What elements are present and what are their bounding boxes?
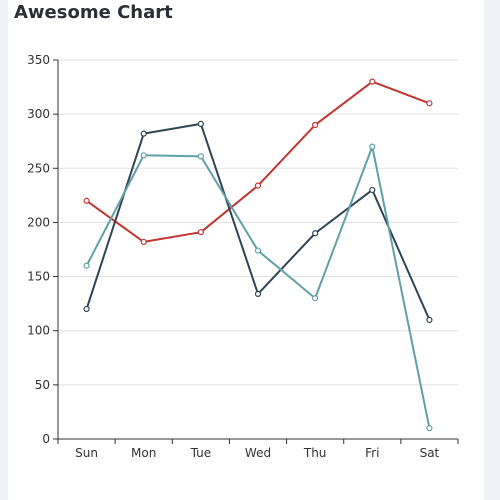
data-point[interactable]: [426, 425, 433, 432]
x-tick-label: Wed: [245, 446, 271, 460]
data-point[interactable]: [426, 100, 433, 107]
y-axis: 0 50 100 150 200 250 300 350: [27, 53, 59, 446]
data-point[interactable]: [312, 230, 319, 237]
x-axis: Sun Mon Tue Wed Thu Fri Sat: [57, 438, 459, 460]
series-line: [85, 122, 431, 321]
data-point[interactable]: [140, 130, 147, 137]
data-point[interactable]: [254, 290, 262, 297]
y-tick-label: 150: [27, 270, 50, 284]
grid-lines: [58, 59, 458, 386]
series-line: [85, 145, 431, 429]
data-point[interactable]: [197, 229, 204, 236]
series-group: [83, 78, 433, 432]
data-point[interactable]: [254, 182, 262, 189]
series-line: [85, 80, 430, 243]
x-tick-label: Fri: [365, 446, 379, 460]
series-1: [83, 78, 433, 246]
data-point[interactable]: [197, 153, 204, 160]
data-point[interactable]: [83, 197, 90, 204]
chart-title: Awesome Chart: [14, 2, 173, 23]
x-tick-label: Tue: [190, 446, 212, 460]
series-3: [83, 143, 433, 432]
data-point[interactable]: [369, 143, 376, 150]
x-tick-label: Mon: [131, 446, 156, 460]
x-tick-label: Sat: [420, 446, 440, 460]
y-tick-label: 0: [42, 432, 50, 446]
data-point[interactable]: [83, 305, 90, 313]
data-point[interactable]: [140, 238, 147, 246]
data-point[interactable]: [312, 121, 319, 129]
data-point[interactable]: [140, 152, 147, 159]
data-point[interactable]: [254, 247, 262, 254]
data-point[interactable]: [369, 186, 376, 194]
y-tick-label: 350: [27, 53, 50, 67]
y-tick-label: 300: [27, 107, 50, 121]
y-tick-label: 100: [27, 324, 50, 338]
data-point[interactable]: [197, 120, 204, 127]
series-2: [83, 120, 433, 323]
data-point[interactable]: [312, 295, 319, 302]
data-point[interactable]: [426, 316, 433, 323]
x-tick-label: Sun: [75, 446, 98, 460]
data-point[interactable]: [83, 262, 90, 269]
chart-card: [8, 0, 484, 500]
y-tick-label: 250: [27, 161, 50, 175]
x-tick-label: Thu: [303, 446, 327, 460]
y-tick-label: 50: [35, 378, 50, 392]
data-point[interactable]: [369, 78, 376, 85]
y-tick-label: 200: [27, 215, 50, 229]
